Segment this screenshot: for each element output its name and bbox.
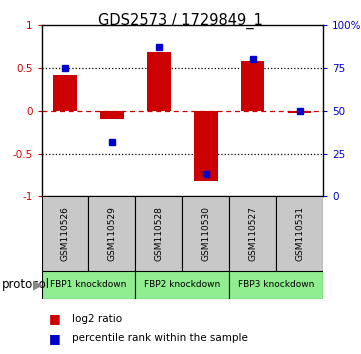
Bar [100, 110, 123, 119]
Text: percentile rank within the sample: percentile rank within the sample [72, 333, 248, 343]
Bar [182, 196, 229, 271]
Text: FBP1 knockdown: FBP1 knockdown [50, 280, 127, 290]
Text: ■: ■ [49, 332, 61, 344]
Text: GSM110530: GSM110530 [201, 206, 210, 261]
Text: GSM110529: GSM110529 [108, 206, 116, 261]
Text: GDS2573 / 1729849_1: GDS2573 / 1729849_1 [98, 12, 263, 29]
Bar [135, 196, 182, 271]
Text: ■: ■ [49, 312, 61, 325]
Bar [276, 196, 323, 271]
Bar [42, 271, 135, 299]
Text: GSM110528: GSM110528 [155, 206, 163, 261]
Bar [229, 196, 276, 271]
Bar [229, 271, 323, 299]
Bar [53, 75, 77, 110]
Text: GSM110526: GSM110526 [61, 206, 69, 261]
Bar [147, 52, 171, 110]
Text: GSM110531: GSM110531 [295, 206, 304, 261]
Bar [194, 110, 217, 181]
Bar [135, 271, 229, 299]
Text: FBP3 knockdown: FBP3 knockdown [238, 280, 314, 290]
Text: FBP2 knockdown: FBP2 knockdown [144, 280, 221, 290]
Text: log2 ratio: log2 ratio [72, 314, 122, 324]
Bar [88, 196, 135, 271]
Bar [42, 196, 88, 271]
Text: protocol: protocol [2, 279, 50, 291]
Text: ▶: ▶ [33, 279, 43, 291]
Bar [241, 61, 264, 110]
Text: GSM110527: GSM110527 [248, 206, 257, 261]
Bar [288, 110, 312, 113]
